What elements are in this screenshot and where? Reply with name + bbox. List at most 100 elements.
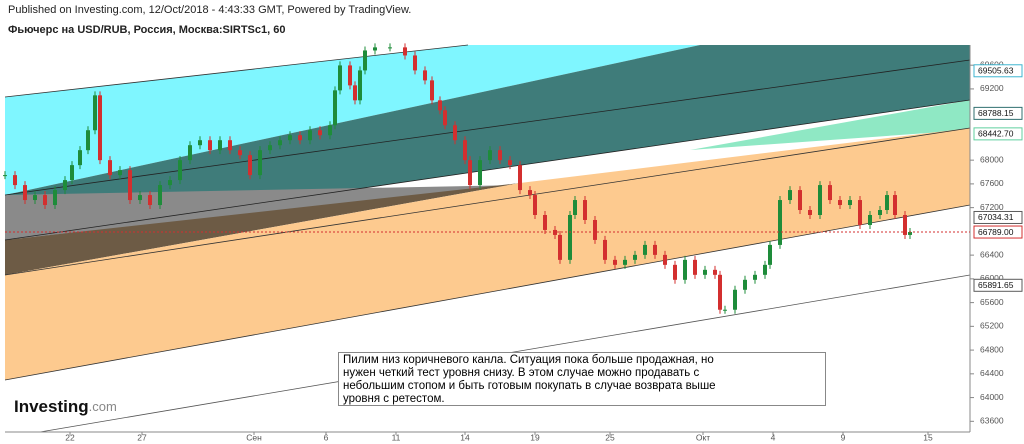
candle (543, 214, 547, 230)
x-tick-label: 6 (324, 432, 329, 442)
candle (218, 140, 222, 151)
candle (308, 130, 312, 141)
y-tick-label: 67600 (980, 178, 1004, 188)
candle (453, 125, 457, 141)
annotation-line: уровня с ретестом. (343, 393, 445, 405)
candle (268, 145, 272, 151)
candle (623, 259, 627, 265)
candle (403, 47, 407, 56)
x-tick-label: 4 (771, 432, 776, 442)
candle (848, 200, 852, 206)
price-tag-label: 66789.00 (978, 227, 1014, 237)
candle (198, 140, 202, 146)
candle (70, 165, 74, 181)
candle (228, 140, 232, 151)
y-tick-label: 63600 (980, 416, 1004, 426)
candle (613, 259, 617, 265)
candle (683, 259, 687, 280)
x-tick-label: 25 (605, 432, 615, 442)
annotation-line: небольшим стопом и быть готовым покупать… (343, 380, 716, 392)
candle (108, 160, 112, 176)
candle (13, 175, 17, 186)
candle (443, 110, 447, 126)
candle (768, 244, 772, 265)
logo: Investing.com (14, 397, 117, 416)
channels (4, 44, 971, 433)
candle (743, 279, 747, 290)
candle (298, 135, 302, 141)
x-tick-label: 9 (841, 432, 846, 442)
candle (43, 195, 47, 206)
candle (333, 90, 337, 126)
candle (808, 210, 812, 215)
candle (858, 200, 862, 225)
y-tick-label: 64000 (980, 392, 1004, 402)
candle (838, 200, 842, 206)
price-tag (973, 127, 1023, 141)
candle (373, 47, 377, 51)
candle (258, 150, 262, 176)
candle (903, 214, 907, 235)
candle (643, 244, 647, 255)
candle (878, 210, 882, 215)
trend-line (4, 99, 971, 241)
candle (693, 259, 697, 275)
price-tag (973, 225, 1023, 239)
x-tick-label: 15 (923, 432, 933, 442)
x-tick-label: 14 (460, 432, 470, 442)
candle (138, 195, 142, 201)
candle (593, 219, 597, 240)
candle (208, 140, 212, 151)
y-tick-label: 65600 (980, 297, 1004, 307)
candle (53, 190, 57, 206)
candle (568, 214, 572, 260)
candle (348, 65, 352, 86)
candle (238, 150, 242, 156)
candle (573, 200, 577, 215)
price-tag (973, 64, 1023, 78)
candle (508, 160, 512, 166)
candle (868, 214, 872, 225)
candle (703, 269, 707, 275)
candle (763, 264, 767, 275)
candle (633, 254, 637, 260)
candle (338, 65, 342, 91)
candle (753, 274, 757, 280)
candle (528, 190, 532, 196)
x-tick-label: 27 (137, 432, 147, 442)
candle (558, 234, 562, 260)
candle (463, 140, 467, 161)
candle (178, 160, 182, 181)
candle (478, 160, 482, 186)
chart-title: Фьючерс на USD/RUB, Россия, Москва:SIRTS… (8, 24, 285, 36)
annotation-line: нужен четкий тест уровня снизу. В этом с… (343, 367, 700, 379)
price-tag-label: 68788.15 (978, 108, 1014, 118)
candle (430, 80, 434, 101)
trend-line (4, 204, 971, 381)
candle (498, 150, 502, 161)
x-tick-label: 19 (530, 432, 540, 442)
candle (603, 239, 607, 260)
price-tag-label: 68442.70 (978, 129, 1014, 139)
price-tag (973, 210, 1023, 224)
x-tick-label: 22 (65, 432, 75, 442)
candle (148, 195, 152, 206)
candle (653, 244, 657, 255)
y-tick-label: 66000 (980, 273, 1004, 283)
candle (413, 55, 417, 71)
y-tick-label: 64400 (980, 368, 1004, 378)
x-tick-label: Сен (246, 432, 262, 442)
candle (893, 195, 897, 215)
candle (488, 150, 492, 161)
channel-green (690, 100, 970, 150)
candle (278, 140, 282, 146)
candle (33, 195, 37, 201)
price-tag-label: 65891.65 (978, 280, 1014, 290)
candle (188, 145, 192, 161)
candle (363, 50, 367, 71)
candle (818, 185, 822, 215)
y-tick-label: 67200 (980, 202, 1004, 212)
candle (718, 274, 722, 310)
